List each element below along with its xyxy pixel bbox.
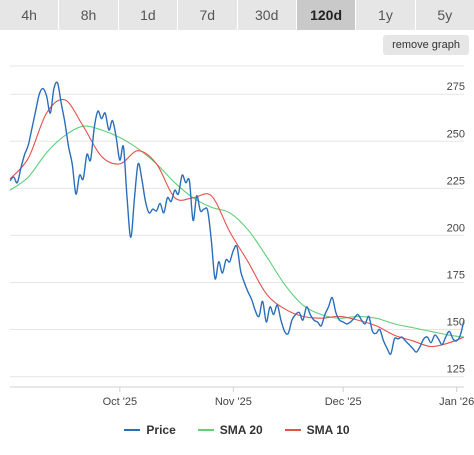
series-line-sma20 [9, 125, 465, 338]
legend-item-price[interactable]: Price [124, 423, 176, 437]
y-tick-label-150: 150 [447, 317, 465, 329]
tab-1d[interactable]: 1d [118, 0, 179, 30]
legend-swatch-price [124, 429, 141, 431]
legend-label-sma20: SMA 20 [219, 423, 263, 437]
y-tick-label-125: 125 [447, 364, 465, 376]
y-tick-label-175: 175 [447, 269, 465, 281]
x-tick-label-1: Nov '25 [215, 396, 252, 408]
tab-4h[interactable]: 4h [0, 0, 60, 30]
y-tick-label-225: 225 [447, 175, 465, 187]
x-tick-label-3: Jan '26 [439, 396, 474, 408]
tab-30d[interactable]: 30d [237, 0, 297, 30]
tab-5y[interactable]: 5y [415, 0, 474, 30]
price-chart: 125 150 175 200 225 250 275 Oct '25 Nov '25 Dec '… [9, 65, 474, 408]
legend-item-sma20[interactable]: SMA 20 [197, 423, 263, 437]
remove-graph-button[interactable]: remove graph [383, 35, 469, 55]
tab-120d[interactable]: 120d [296, 0, 357, 30]
x-tick-label-2: Dec '25 [325, 396, 362, 408]
legend-label-price: Price [146, 423, 176, 437]
tab-1y[interactable]: 1y [356, 0, 416, 30]
tab-7d[interactable]: 7d [178, 0, 238, 30]
legend-swatch-sma20 [197, 429, 214, 431]
y-tick-label-250: 250 [447, 128, 465, 140]
x-tick-label-0: Oct '25 [103, 396, 138, 408]
tab-8h[interactable]: 8h [59, 0, 119, 30]
series-line-price [9, 81, 465, 356]
y-tick-label-200: 200 [447, 222, 465, 234]
chart-legend: Price SMA 20 SMA 10 [0, 420, 474, 440]
legend-label-sma10: SMA 10 [306, 423, 350, 437]
legend-swatch-sma10 [284, 429, 301, 431]
y-tick-label-275: 275 [447, 81, 465, 93]
series-line-sma10 [9, 98, 465, 348]
legend-item-sma10[interactable]: SMA 10 [284, 423, 350, 437]
time-range-tabs: 4h 8h 1d 7d 30d 120d 1y 5y [0, 0, 474, 30]
